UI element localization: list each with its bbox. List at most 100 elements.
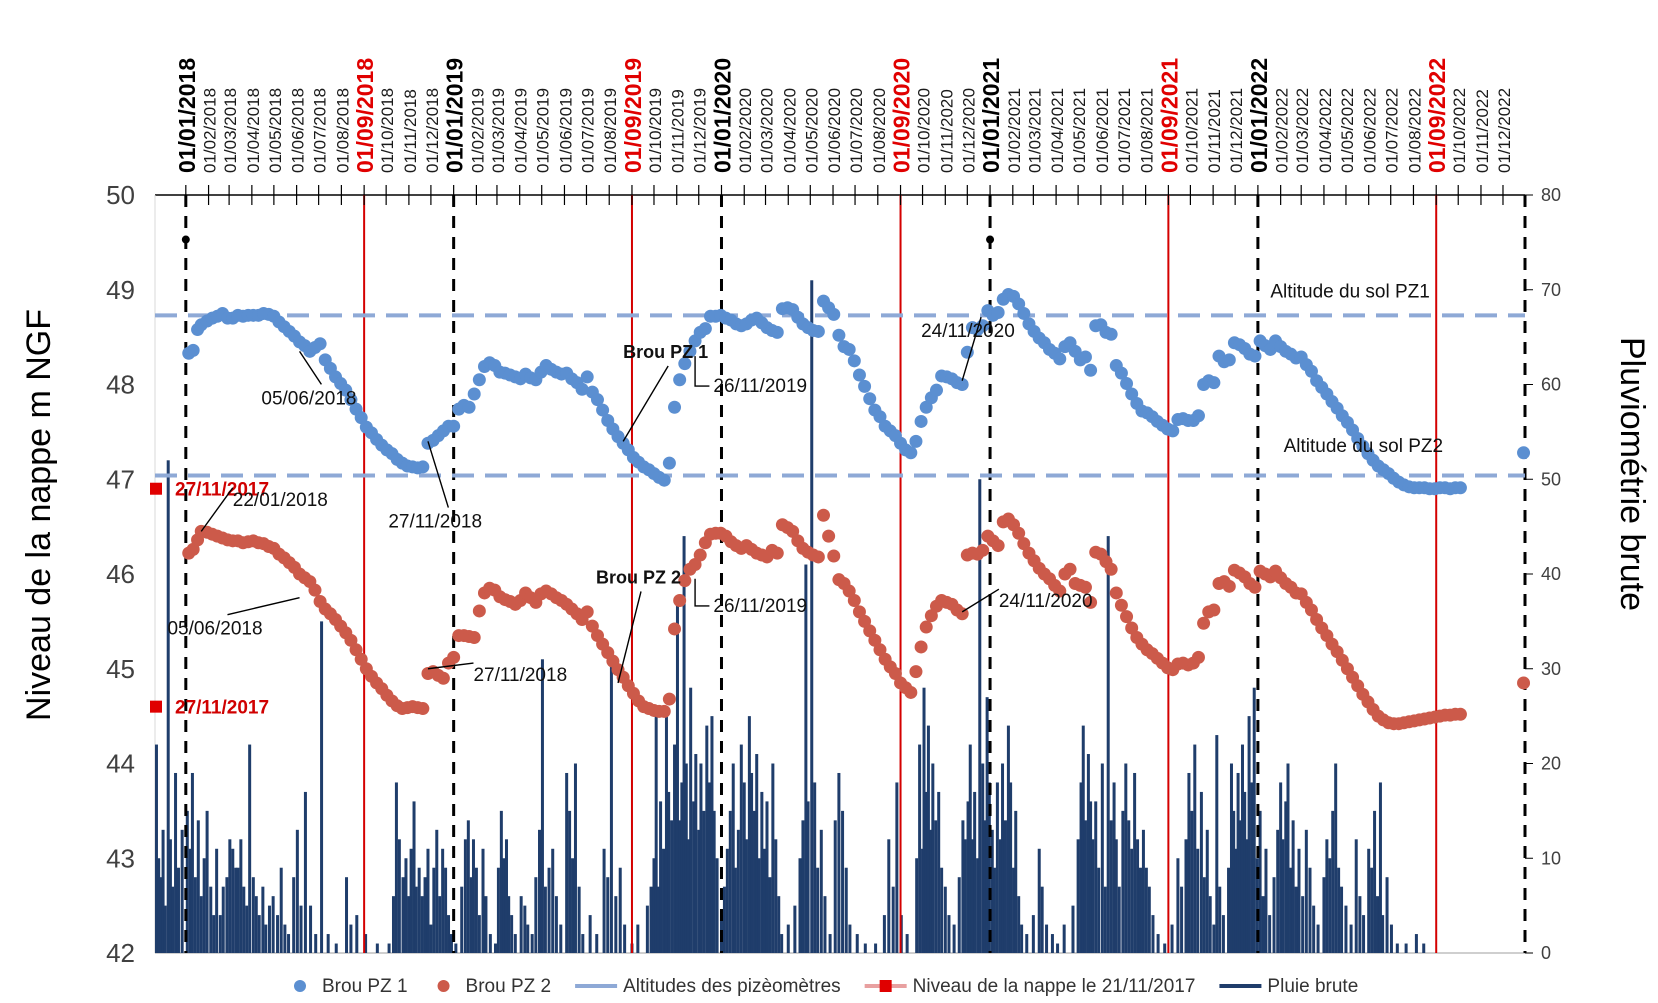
data-point bbox=[991, 305, 1005, 319]
x-tick-label: 01/05/2019 bbox=[534, 88, 553, 173]
rain-bar bbox=[519, 896, 523, 953]
rain-bar bbox=[554, 896, 558, 953]
data-point bbox=[688, 558, 702, 572]
rain-bar bbox=[673, 744, 677, 953]
y-right-axis-title: Pluviométrie brute bbox=[1613, 337, 1651, 611]
rain-bar bbox=[771, 763, 775, 953]
data-point bbox=[1053, 584, 1067, 598]
rain-bar bbox=[236, 867, 240, 953]
data-point bbox=[1248, 349, 1262, 363]
rain-bar bbox=[276, 915, 280, 953]
y-left-tick-label: 44 bbox=[106, 749, 135, 779]
rain-bar bbox=[394, 782, 398, 953]
rain-bar bbox=[496, 867, 500, 953]
rain-bar bbox=[1268, 915, 1272, 953]
data-point bbox=[1207, 603, 1221, 617]
rain-bar bbox=[891, 886, 895, 953]
data-point bbox=[832, 328, 846, 342]
data-point bbox=[1114, 366, 1128, 380]
rain-bar bbox=[1373, 810, 1377, 953]
rain-bar bbox=[1381, 915, 1385, 953]
data-point bbox=[596, 403, 610, 417]
rain-bar bbox=[1056, 943, 1060, 953]
data-point bbox=[1222, 353, 1236, 367]
rain-bar bbox=[874, 943, 878, 953]
rain-bar bbox=[205, 810, 209, 953]
data-point bbox=[1248, 580, 1262, 594]
rain-bar bbox=[1037, 848, 1041, 953]
rain-bar bbox=[774, 839, 778, 953]
data-point bbox=[1078, 350, 1092, 364]
rain-bar bbox=[326, 934, 330, 953]
rain-bar bbox=[990, 829, 994, 953]
rain-bar bbox=[664, 716, 668, 953]
rain-bar bbox=[166, 460, 170, 953]
data-point bbox=[349, 643, 363, 657]
rain-bar bbox=[1243, 791, 1247, 953]
rain-bar bbox=[1344, 905, 1348, 953]
data-point bbox=[668, 622, 682, 636]
rain-bar bbox=[1196, 848, 1200, 953]
rain-bar bbox=[257, 915, 261, 953]
data-point bbox=[344, 633, 358, 647]
rain-bar bbox=[1291, 820, 1295, 953]
marker-2017-label: 27/11/2017 bbox=[175, 698, 269, 719]
y-right-tick-label: 0 bbox=[1541, 943, 1551, 963]
rain-bar bbox=[157, 858, 161, 953]
data-point bbox=[909, 665, 923, 679]
rain-bar bbox=[1109, 820, 1113, 953]
data-point bbox=[698, 322, 712, 336]
data-point bbox=[683, 344, 697, 358]
data-point bbox=[822, 529, 836, 543]
rain-bar bbox=[488, 934, 492, 953]
data-point bbox=[770, 546, 784, 560]
rain-bar bbox=[1286, 763, 1290, 953]
data-point bbox=[354, 411, 368, 425]
data-point bbox=[447, 650, 461, 664]
rain-bar bbox=[675, 602, 679, 953]
rain-bar bbox=[1218, 886, 1222, 953]
y-left-tick-label: 49 bbox=[106, 275, 135, 305]
rain-bar bbox=[417, 867, 421, 953]
rain-bar bbox=[171, 886, 175, 953]
y-left-tick-label: 43 bbox=[106, 843, 135, 873]
rain-bar bbox=[154, 744, 158, 953]
rain-bar bbox=[757, 858, 761, 953]
rain-bar bbox=[1308, 867, 1312, 953]
rain-bar bbox=[715, 858, 719, 953]
data-point bbox=[852, 605, 866, 619]
rain-bar bbox=[1322, 877, 1326, 953]
rain-bar bbox=[905, 934, 909, 953]
data-point bbox=[1120, 377, 1134, 391]
rain-bar bbox=[1040, 886, 1044, 953]
rain-bar bbox=[1261, 896, 1265, 953]
rain-bar bbox=[264, 924, 268, 953]
rain-bar bbox=[1276, 829, 1280, 953]
x-tick-label: 01/03/2019 bbox=[489, 88, 508, 173]
annotation-label: Brou PZ 2 bbox=[596, 567, 681, 587]
rain-bar bbox=[314, 934, 318, 953]
data-point bbox=[770, 325, 784, 339]
rain-bar bbox=[1045, 924, 1049, 953]
x-tick-label: 01/07/2019 bbox=[578, 88, 597, 173]
annotation-label: 05/06/2018 bbox=[261, 388, 356, 409]
rain-bar bbox=[614, 896, 618, 953]
rain-bar bbox=[420, 896, 424, 953]
rain-bar bbox=[225, 877, 229, 953]
data-point bbox=[1304, 364, 1318, 378]
x-tick-label: 01/11/2019 bbox=[669, 89, 688, 173]
rain-bar bbox=[1232, 810, 1236, 953]
rain-bar bbox=[551, 848, 555, 953]
data-point bbox=[811, 550, 825, 564]
x-tick-label: 01/12/2020 bbox=[959, 88, 978, 173]
rain-bar bbox=[1184, 839, 1188, 953]
x-tick-label: 01/04/2018 bbox=[244, 88, 263, 173]
rain-bar bbox=[995, 782, 999, 953]
annotation-leader bbox=[617, 591, 642, 684]
rain-bar bbox=[957, 877, 961, 953]
rain-bar bbox=[1187, 772, 1191, 953]
rain-bar bbox=[1284, 801, 1288, 953]
data-point bbox=[847, 354, 861, 368]
rain-bar bbox=[645, 905, 649, 953]
